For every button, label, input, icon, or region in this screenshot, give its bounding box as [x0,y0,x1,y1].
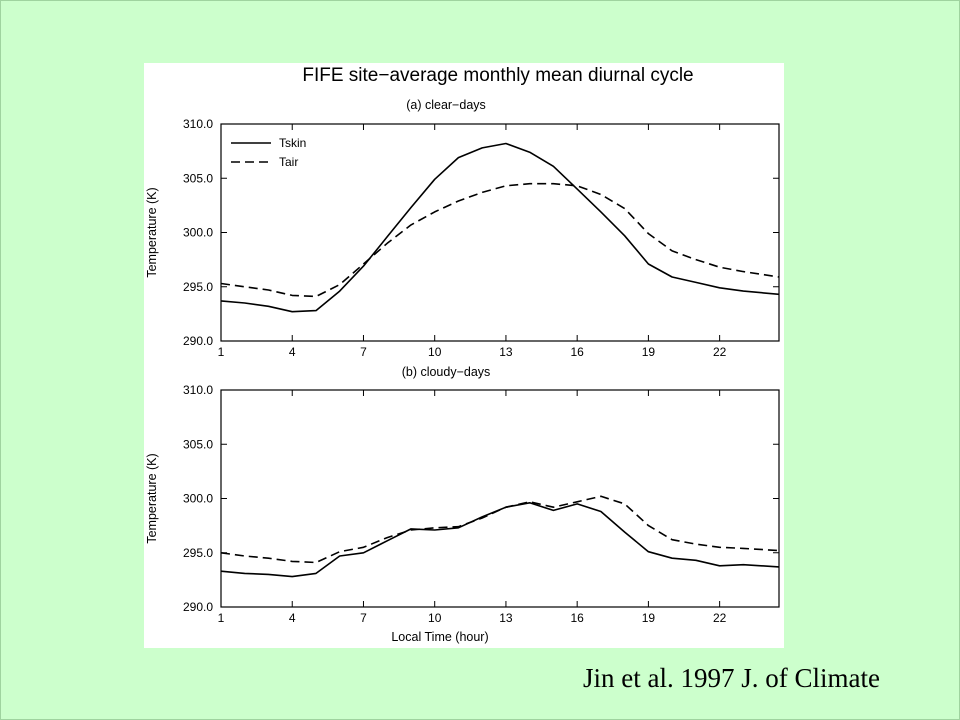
y-tick-label: 305.0 [183,171,213,185]
x-tick-label: 19 [642,345,656,359]
y-tick-label: 290.0 [183,334,213,348]
series-line-tskin [220,501,780,578]
y-tick-label: 310.0 [183,383,213,397]
diurnal-cycle-chart: FIFE site−average monthly mean diurnal c… [145,65,780,644]
series-line-tair [220,182,780,298]
panel-cloudy-days: (b) cloudy−days 1 4 7 10 13 16 19 22 290.0 295.0 30… [145,365,780,644]
panel-clear-days: (a) clear−days 1 4 7 10 13 16 19 22 290.0 295.0 300… [145,98,780,359]
y-axis-label: Temperature (K) [145,187,159,277]
figure-title: FIFE site−average monthly mean diurnal c… [302,65,693,86]
y-tick-label: 300.0 [183,226,213,240]
x-tick-label: 4 [289,345,296,359]
x-tick-label: 10 [428,345,442,359]
series-line-tair [220,495,780,564]
legend-label-tair: Tair [279,155,298,169]
panel-subtitle: (a) clear−days [406,98,486,112]
plots-group: (a) clear−days 1 4 7 10 13 16 19 22 290.0 295.0 300… [145,98,780,644]
x-tick-label: 13 [499,345,513,359]
y-axis-label: Temperature (K) [145,453,159,543]
y-tick-label: 295.0 [183,546,213,560]
x-tick-label: 16 [570,611,584,625]
x-tick-label: 10 [428,611,442,625]
x-tick-label: 19 [642,611,656,625]
x-tick-label: 13 [499,611,513,625]
y-tick-label: 310.0 [183,117,213,131]
x-tick-label: 22 [713,345,727,359]
x-tick-label: 22 [713,611,727,625]
x-tick-label: 1 [218,345,225,359]
figure-panel: FIFE site−average monthly mean diurnal c… [144,63,784,648]
x-tick-label: 7 [360,611,367,625]
y-tick-label: 295.0 [183,280,213,294]
legend-label-tskin: Tskin [279,136,306,150]
y-tick-label: 305.0 [183,437,213,451]
x-tick-label: 1 [218,611,225,625]
series-line-tskin [220,142,780,313]
citation-text: Jin et al. 1997 J. of Climate [583,663,880,693]
y-tick-label: 300.0 [183,492,213,506]
x-tick-label: 16 [570,345,584,359]
x-tick-label: 4 [289,611,296,625]
plot-frame [220,123,780,342]
panel-subtitle: (b) cloudy−days [402,365,491,379]
y-tick-label: 290.0 [183,600,213,614]
x-axis-label: Local Time (hour) [391,630,488,644]
x-tick-label: 7 [360,345,367,359]
